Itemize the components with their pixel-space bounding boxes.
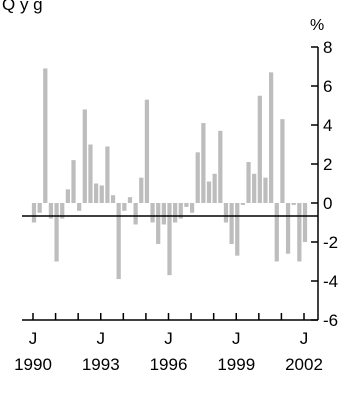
bar xyxy=(235,203,240,256)
bar xyxy=(116,203,121,280)
bar xyxy=(269,72,274,203)
y-axis-unit-label: % xyxy=(310,17,324,34)
y-tick-label: 6 xyxy=(323,77,332,96)
bar xyxy=(48,203,54,219)
bar xyxy=(291,203,296,205)
bar xyxy=(178,203,183,219)
bar xyxy=(37,203,42,213)
bar xyxy=(144,99,150,203)
bar xyxy=(223,203,229,223)
x-year-label: 1993 xyxy=(82,355,120,374)
chart-title-fragment: Q y g xyxy=(2,0,43,14)
bars-group xyxy=(31,68,308,280)
bar xyxy=(161,203,166,225)
bar xyxy=(285,203,291,254)
y-tick-label: 0 xyxy=(323,194,332,213)
bar xyxy=(212,173,217,203)
y-tick-label: -4 xyxy=(323,272,338,291)
bar xyxy=(105,146,110,203)
bar xyxy=(110,195,116,203)
bar xyxy=(43,68,48,203)
bar xyxy=(82,109,87,203)
y-tick-label: -6 xyxy=(323,311,338,330)
x-year-label: 2002 xyxy=(285,355,323,374)
bar xyxy=(54,203,59,262)
bar xyxy=(99,185,104,203)
y-tick-label: -2 xyxy=(323,233,338,252)
y-tick-label: 4 xyxy=(323,116,332,135)
x-month-label: J xyxy=(232,329,241,348)
bar xyxy=(133,203,138,225)
bar xyxy=(280,119,285,203)
bar xyxy=(65,189,70,203)
x-month-label: J xyxy=(164,329,173,348)
bar xyxy=(218,130,223,203)
x-month-label: J xyxy=(97,329,106,348)
bar xyxy=(240,203,246,205)
bar xyxy=(88,144,93,203)
bar xyxy=(195,152,200,203)
x-year-label: 1999 xyxy=(217,355,255,374)
bar xyxy=(139,177,144,203)
bar xyxy=(252,173,257,203)
bar xyxy=(150,203,155,223)
bar xyxy=(184,203,189,207)
y-tick-label: 2 xyxy=(323,155,332,174)
bar xyxy=(122,203,127,211)
bar xyxy=(189,203,195,213)
bar xyxy=(93,183,99,203)
y-tick-label: 8 xyxy=(323,38,332,57)
bar xyxy=(156,203,161,244)
bar xyxy=(229,203,234,244)
bar xyxy=(263,177,268,203)
x-month-label: J xyxy=(300,329,309,348)
bar xyxy=(206,181,212,203)
bar xyxy=(274,203,279,262)
bar xyxy=(246,162,251,203)
bar xyxy=(257,95,262,203)
bar xyxy=(77,203,82,211)
bar xyxy=(173,203,178,223)
x-year-label: 1990 xyxy=(14,355,52,374)
bar xyxy=(60,203,65,219)
x-year-label: 1996 xyxy=(150,355,188,374)
bar xyxy=(167,203,172,276)
bar xyxy=(201,123,206,203)
x-axis: J 1990 J 1993 J 1996 J 1999 J 2002 xyxy=(14,313,323,374)
bar xyxy=(71,160,76,203)
bar xyxy=(302,203,308,242)
x-month-label: J xyxy=(29,329,38,348)
y-axis: 8 6 4 2 0 -2 -4 -6 xyxy=(311,38,338,330)
bar xyxy=(127,197,133,203)
bar xyxy=(297,203,302,262)
bar xyxy=(31,203,37,223)
